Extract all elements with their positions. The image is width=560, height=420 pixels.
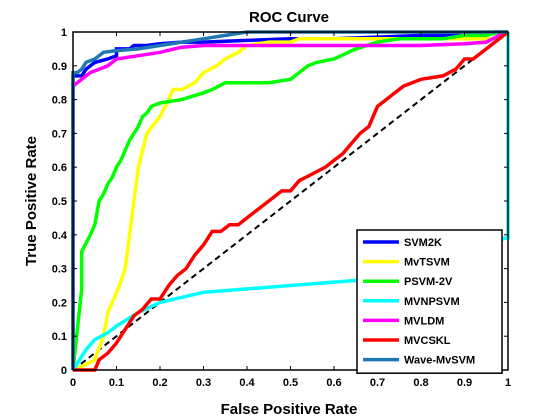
legend-label-svm2k: SVM2K bbox=[404, 237, 442, 249]
x-tick-label: 0 bbox=[70, 377, 76, 389]
series-line-mvtsvm bbox=[72, 30, 510, 372]
y-tick-label: 0.9 bbox=[52, 61, 67, 73]
x-tick-label: 0.2 bbox=[152, 377, 167, 389]
legend-label-wave-mvsvm: Wave-MvSVM bbox=[404, 355, 475, 367]
y-tick-label: 0.4 bbox=[52, 230, 68, 242]
y-tick-label: 0.2 bbox=[52, 297, 67, 309]
y-tick-label: 0.3 bbox=[52, 264, 67, 276]
y-tick-label: 0.7 bbox=[52, 128, 67, 140]
series-line-svm2k bbox=[71, 30, 508, 370]
series-line-mvcskl bbox=[73, 30, 510, 372]
chart-title: ROC Curve bbox=[249, 9, 329, 26]
series-line-mvldm bbox=[71, 30, 509, 370]
legend-label-mvldm: MVLDM bbox=[404, 315, 444, 327]
legend-label-mvtsvm: MvTSVM bbox=[404, 257, 450, 269]
x-axis-label: False Positive Rate bbox=[221, 401, 358, 418]
x-tick-label: 0.6 bbox=[326, 377, 341, 389]
x-tick-label: 0.7 bbox=[370, 377, 385, 389]
x-tick-label: 0.5 bbox=[283, 377, 298, 389]
y-tick-label: 0.1 bbox=[52, 331, 67, 343]
reference-diagonal-line bbox=[72, 31, 509, 371]
reference-line-layer bbox=[72, 31, 509, 371]
y-tick-label: 1 bbox=[61, 27, 67, 39]
x-ticks: 0 0.1 0.2 0.3 0.4 0.5 0.6 0.7 0.8 0.9 1 bbox=[70, 32, 511, 389]
x-tick-label: 0.3 bbox=[196, 377, 211, 389]
legend-label-mvcskl: MVCSKL bbox=[404, 335, 451, 347]
x-tick-label: 0.4 bbox=[239, 377, 255, 389]
x-tick-label: 0.9 bbox=[457, 377, 472, 389]
x-tick-label: 1 bbox=[505, 377, 511, 389]
series-line-psvm-2v bbox=[71, 30, 508, 371]
y-tick-label: 0.5 bbox=[52, 196, 67, 208]
y-axis-label: True Positive Rate bbox=[23, 136, 40, 266]
y-tick-label: 0.6 bbox=[52, 162, 67, 174]
legend-label-mvnpsvm: MVNPSVM bbox=[404, 296, 460, 308]
legend-label-psvm-2v: PSVM-2V bbox=[404, 276, 453, 288]
legend: SVM2K MvTSVM PSVM-2V MVNPSVM MVLDM MVCSKL Wave… bbox=[356, 229, 503, 374]
y-tick-label: 0 bbox=[61, 365, 67, 377]
x-tick-label: 0.8 bbox=[413, 377, 428, 389]
y-tick-label: 0.8 bbox=[52, 95, 67, 107]
x-tick-label: 0.1 bbox=[109, 377, 124, 389]
y-ticks: 0 0.1 0.2 0.3 0.4 0.5 0.6 0.7 0.8 0.9 1 bbox=[52, 27, 508, 377]
